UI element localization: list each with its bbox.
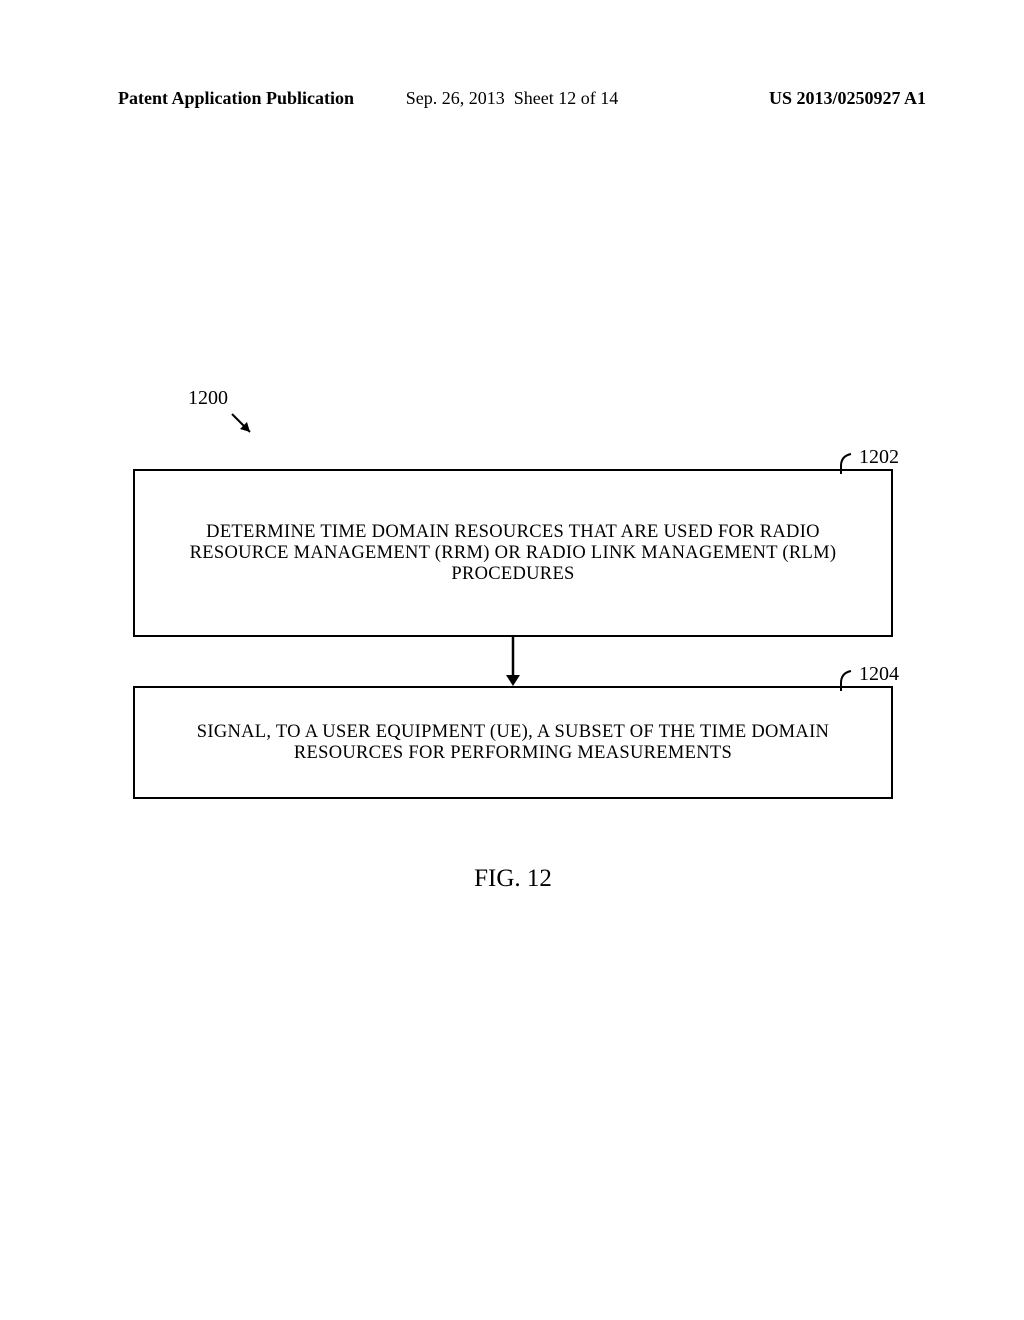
flowchart-box-2-text: SIGNAL, TO A USER EQUIPMENT (UE), A SUBS… <box>163 722 863 764</box>
flowchart-box-2: SIGNAL, TO A USER EQUIPMENT (UE), A SUBS… <box>133 686 893 799</box>
header-date-sheet: Sep. 26, 2013 Sheet 12 of 14 <box>406 88 618 109</box>
header-patent-number: US 2013/0250927 A1 <box>769 88 926 109</box>
header-sheet: Sheet 12 of 14 <box>514 88 618 108</box>
page-header: Patent Application Publication Sep. 26, … <box>0 88 1024 109</box>
reference-label-1204: 1204 <box>859 663 899 686</box>
figure-label: FIG. 12 <box>474 865 552 893</box>
reference-label-1202: 1202 <box>859 446 899 469</box>
flowchart-box-1: DETERMINE TIME DOMAIN RESOURCES THAT ARE… <box>133 469 893 637</box>
reference-label-1200: 1200 <box>188 387 228 410</box>
header-date: Sep. 26, 2013 <box>406 88 505 108</box>
arrow-start-icon <box>228 410 258 440</box>
flow-arrow-icon <box>503 637 523 687</box>
header-publication: Patent Application Publication <box>118 88 354 109</box>
flowchart-box-1-text: DETERMINE TIME DOMAIN RESOURCES THAT ARE… <box>163 522 863 585</box>
